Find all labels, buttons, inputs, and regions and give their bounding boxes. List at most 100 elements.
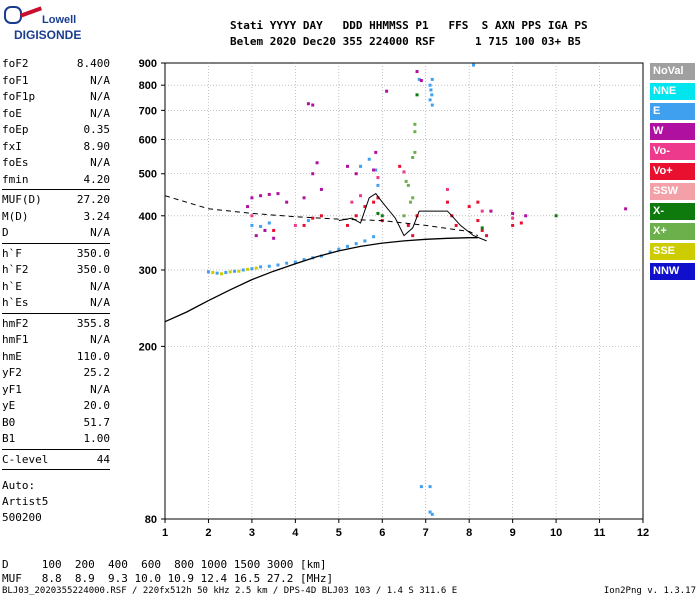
param-value: N/A <box>90 333 110 346</box>
echo-point <box>385 89 389 93</box>
param-value: N/A <box>90 279 110 293</box>
echo-point <box>485 234 489 238</box>
param-row: MUF(D) 27.20 <box>2 192 110 209</box>
echo-point <box>376 176 380 180</box>
param-name: fmin <box>2 172 29 186</box>
echo-point <box>276 192 280 196</box>
param-row: B0 51.7 <box>2 415 110 432</box>
legend-item-e: E <box>650 103 695 120</box>
param-separator <box>2 448 110 450</box>
legend-item-vo: Vo+ <box>650 163 695 180</box>
param-name: hmF2 <box>2 316 29 330</box>
logo-line1: Lowell <box>42 14 77 26</box>
header-line2: Belem 2020 Dec20 355 224000 RSF 1 715 10… <box>230 35 581 48</box>
param-value: 20.0 <box>83 399 111 412</box>
x-tick-label: 3 <box>249 527 255 539</box>
echo-point <box>267 221 271 225</box>
param-name: D <box>2 226 9 239</box>
echo-point <box>254 266 258 270</box>
echo-point <box>259 224 263 228</box>
echo-point <box>285 261 289 265</box>
param-row: yF1 N/A <box>2 382 110 399</box>
echo-point <box>272 236 276 240</box>
param-separator <box>2 469 110 470</box>
y-tick-label: 400 <box>139 211 157 223</box>
header-line1: Stati YYYY DAY DDD HHMMSS P1 FFS S AXN P… <box>230 19 588 32</box>
param-row: foF1 N/A <box>2 73 110 90</box>
y-tick-label: 200 <box>139 341 157 353</box>
echo-point <box>411 196 415 200</box>
echo-point <box>519 221 523 225</box>
echo-point <box>302 223 306 227</box>
x-tick-label: 11 <box>594 527 606 539</box>
echo-point <box>350 200 354 204</box>
param-row: D N/A <box>2 225 110 242</box>
param-name: B1 <box>2 432 16 445</box>
echo-point <box>480 228 484 232</box>
y-tick-label: 80 <box>145 514 157 526</box>
echo-point <box>224 271 228 275</box>
echo-point <box>430 512 434 516</box>
profile-dashed-line <box>164 195 479 237</box>
echo-point <box>237 269 241 273</box>
param-value: N/A <box>90 296 110 309</box>
echo-point <box>406 223 410 227</box>
auto-algorithm: Artist5 <box>2 495 49 508</box>
echo-point <box>445 200 449 204</box>
echo-point <box>306 102 310 106</box>
echo-point <box>363 205 367 209</box>
param-row: foF2 8.400 <box>2 56 110 73</box>
x-tick-label: 10 <box>550 527 562 539</box>
logo-line2: DIGISONDE <box>14 28 82 42</box>
param-row: B1 1.00 <box>2 431 110 448</box>
param-row: foF1p N/A <box>2 89 110 106</box>
param-name: foF1 <box>2 73 29 87</box>
param-value: 27.20 <box>76 193 110 206</box>
echo-point <box>511 216 515 220</box>
echo-point <box>311 103 315 107</box>
auto-label: Auto: <box>2 479 36 492</box>
param-name: h`F2 <box>2 263 29 276</box>
echo-point <box>285 200 289 204</box>
echo-point <box>413 130 417 134</box>
echo-point <box>372 200 376 204</box>
echo-point <box>211 271 215 275</box>
muf-value-row: MUF 8.8 8.9 9.3 10.0 10.9 12.4 16.5 27.2… <box>2 572 334 585</box>
param-value: N/A <box>90 226 110 239</box>
echo-point <box>374 150 378 154</box>
echo-point <box>511 211 515 215</box>
echo-point <box>293 223 297 227</box>
param-row: fmin 4.20 <box>2 172 110 189</box>
echo-point <box>398 164 402 168</box>
echo-point <box>346 244 350 248</box>
echo-point <box>363 239 367 243</box>
x-tick-label: 12 <box>637 527 649 539</box>
plot-frame <box>164 62 644 520</box>
echo-point <box>354 172 358 176</box>
param-row: M(D) 3.24 <box>2 209 110 226</box>
param-row: h`Es N/A <box>2 295 110 312</box>
echo-point <box>359 194 363 198</box>
x-tick-label: 8 <box>466 527 472 539</box>
echo-point <box>302 258 306 262</box>
muf-distance-table: D 100 200 400 600 800 1000 1500 3000 [km… <box>2 558 333 586</box>
legend-item-ssw: SSW <box>650 183 695 200</box>
echo-point <box>374 168 378 172</box>
param-row: yE 20.0 <box>2 398 110 415</box>
param-name: foEp <box>2 123 29 136</box>
echo-point <box>404 179 408 183</box>
echo-point <box>293 260 297 264</box>
echo-point <box>337 247 341 251</box>
x-tick-label: 7 <box>423 527 429 539</box>
echo-point <box>376 211 380 215</box>
param-separator <box>2 189 110 190</box>
echo-point <box>346 223 350 227</box>
echo-point <box>376 183 380 187</box>
param-row: foE N/A <box>2 106 110 123</box>
echo-point <box>430 77 434 81</box>
echo-point <box>276 263 280 267</box>
echo-point <box>272 228 276 232</box>
echo-point <box>259 194 263 198</box>
param-value: N/A <box>90 106 110 120</box>
scaled-parameters-panel: foF2 8.400 foF1 N/A foF1p N/A foE N/A foEp 0.35 fx… <box>2 56 110 472</box>
